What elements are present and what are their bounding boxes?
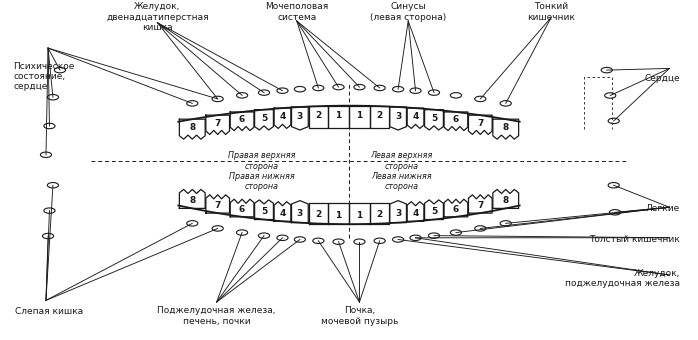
Text: Левая верхняя
сторона: Левая верхняя сторона [370,151,433,171]
Text: Правая верхняя
сторона: Правая верхняя сторона [228,151,296,171]
Text: Толстый кишечник: Толстый кишечник [589,235,680,244]
Text: 2: 2 [315,111,322,120]
Text: Поджелудочная железа,
печень, почки: Поджелудочная железа, печень, почки [157,306,276,326]
Text: 5: 5 [261,114,267,123]
Text: 7: 7 [214,201,221,210]
Text: 2: 2 [315,210,322,219]
Text: 2: 2 [376,111,383,120]
Text: 5: 5 [431,207,437,216]
Text: Желудок,
двенадцатиперстная
кишка: Желудок, двенадцатиперстная кишка [106,2,209,32]
Text: Левая нижняя
сторона: Левая нижняя сторона [371,172,431,191]
Text: 1: 1 [356,110,362,120]
Text: 6: 6 [239,115,245,124]
Text: 4: 4 [413,112,419,121]
Text: 3: 3 [395,112,401,121]
Text: 1: 1 [356,211,362,220]
Text: 4: 4 [279,209,285,218]
Text: Правая нижняя
сторона: Правая нижняя сторона [229,172,295,191]
Text: 7: 7 [477,119,484,128]
Text: Легкие: Легкие [646,204,680,214]
Text: 6: 6 [239,205,245,214]
Text: 4: 4 [279,112,285,121]
Text: 3: 3 [297,209,303,218]
Text: 6: 6 [453,205,459,214]
Text: 7: 7 [477,201,484,210]
Text: Желудок,
поджелудочная железа: Желудок, поджелудочная железа [565,269,680,288]
Text: Почка,
мочевой пузырь: Почка, мочевой пузырь [321,306,398,326]
Text: 8: 8 [189,196,195,205]
Text: Психическое
состояние,
сердце: Психическое состояние, сердце [13,62,75,91]
Text: 8: 8 [189,123,195,132]
Text: 5: 5 [261,207,267,216]
Text: 3: 3 [395,209,401,218]
Text: Слепая кишка: Слепая кишка [15,307,83,316]
Text: 2: 2 [376,210,383,219]
Text: 6: 6 [453,115,459,124]
Text: 5: 5 [431,114,437,123]
Text: 1: 1 [336,211,342,220]
Text: Синусы
(левая сторона): Синусы (левая сторона) [370,2,446,22]
Text: 8: 8 [503,123,509,132]
Text: Сердце: Сердце [644,74,680,83]
Text: 1: 1 [336,110,342,120]
Text: 8: 8 [503,196,509,205]
Text: 4: 4 [413,209,419,218]
Text: 3: 3 [297,112,303,121]
Text: Мочеполовая
система: Мочеполовая система [265,2,328,22]
Text: 7: 7 [214,119,221,128]
Text: Тонкий
кишечник: Тонкий кишечник [527,2,575,22]
